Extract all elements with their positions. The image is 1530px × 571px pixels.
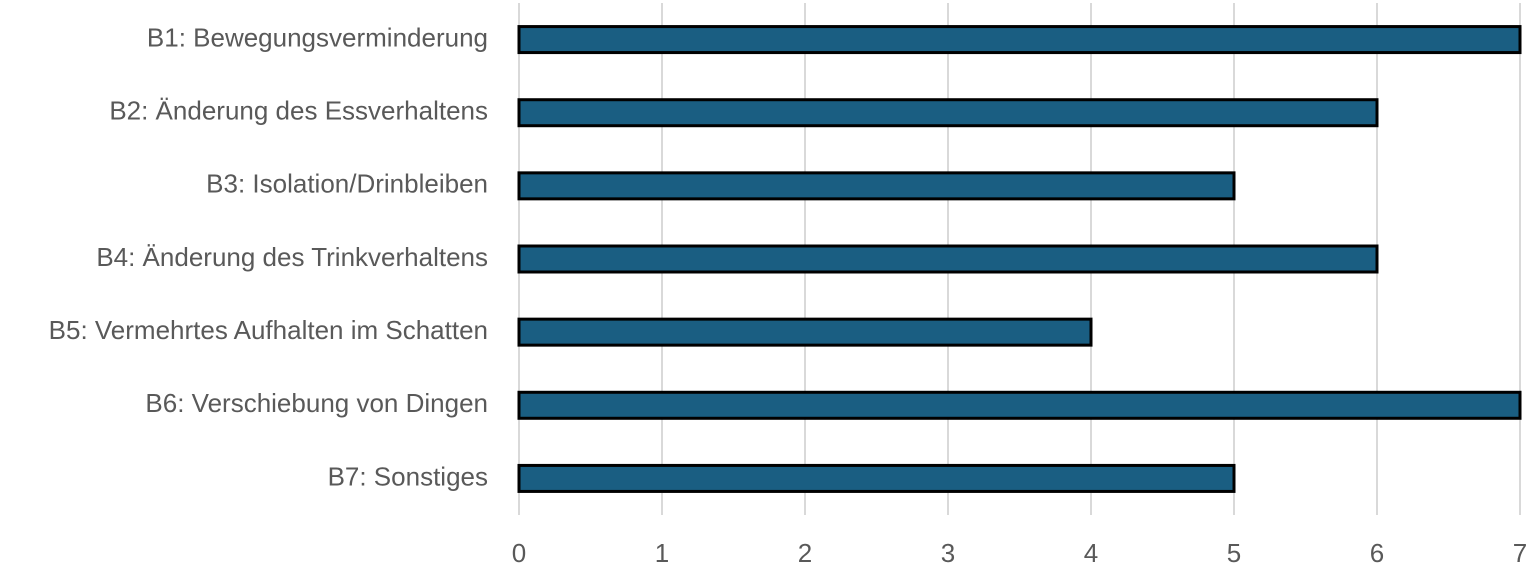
y-tick-label: B3: Isolation/Drinbleiben (206, 169, 488, 199)
bar (517, 244, 1379, 274)
y-tick-label: B2: Änderung des Essverhaltens (109, 96, 488, 126)
x-tick-label: 5 (1227, 538, 1241, 568)
x-tick-label: 7 (1513, 538, 1527, 568)
bar (517, 317, 1093, 347)
bar (517, 390, 1522, 420)
bar (517, 98, 1379, 128)
x-tick-label: 0 (512, 538, 526, 568)
x-tick-label: 1 (655, 538, 669, 568)
x-tick-label: 3 (941, 538, 955, 568)
bar (517, 171, 1236, 201)
bar (517, 25, 1522, 55)
y-tick-label: B1: Bewegungsverminderung (147, 22, 488, 52)
y-tick-label: B5: Vermehrtes Aufhalten im Schatten (49, 315, 488, 345)
x-tick-label: 4 (1084, 538, 1098, 568)
y-tick-label: B6: Verschiebung von Dingen (145, 388, 488, 418)
bar (517, 463, 1236, 493)
y-tick-label: B4: Änderung des Trinkverhaltens (96, 242, 488, 272)
y-tick-label: B7: Sonstiges (328, 461, 488, 491)
x-tick-label: 6 (1370, 538, 1384, 568)
x-tick-label: 2 (798, 538, 812, 568)
